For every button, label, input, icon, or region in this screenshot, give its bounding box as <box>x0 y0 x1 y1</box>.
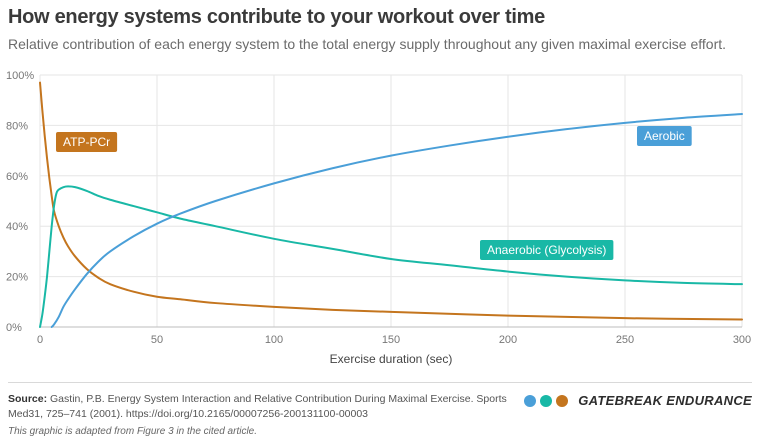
source-label: Source: <box>8 393 48 405</box>
chart-annotations: ATP-PCr Aerobic Anaerobic (Glycolysis) <box>56 126 692 260</box>
label-text-atp-pcr: ATP-PCr <box>63 135 110 149</box>
source-citation: Source: Gastin, P.B. Energy System Inter… <box>8 392 508 422</box>
x-tick-label: 150 <box>382 334 400 346</box>
brand-dot-blue <box>524 394 537 407</box>
energy-systems-chart: 0 50 100 150 200 250 300 0% 20% 40% 60% 80% 100% Exer… <box>6 70 751 366</box>
y-tick-label: 60% <box>6 171 28 183</box>
chart-subtitle: Relative contribution of each energy sys… <box>8 36 727 52</box>
x-tick-label: 50 <box>151 334 163 346</box>
brand-dot-orange <box>556 394 569 407</box>
chart-series <box>39 81 743 328</box>
series-line-atp-pcr <box>39 81 743 321</box>
label-box-anaerobic-glycolysis <box>480 240 614 260</box>
label-atp-pcr: ATP-PCr <box>56 132 118 152</box>
y-tick-label: 20% <box>6 272 28 284</box>
y-tick-label: 80% <box>6 120 28 132</box>
x-tick-label: 250 <box>616 334 634 346</box>
x-tick-label: 0 <box>37 334 43 346</box>
label-text-anaerobic-glycolysis: Anaerobic (Glycolysis) <box>487 243 606 257</box>
x-axis-title: Exercise duration (sec) <box>330 352 453 366</box>
brand-name: GATEBREAK ENDURANCE <box>578 393 752 408</box>
y-tick-label: 40% <box>6 221 28 233</box>
chart-grid <box>39 74 743 328</box>
footer-divider <box>8 382 752 383</box>
series-line-anaerobic-glycolysis <box>39 185 743 328</box>
label-text-aerobic: Aerobic <box>644 129 685 143</box>
source-text: Gastin, P.B. Energy System Interaction a… <box>8 393 507 420</box>
label-box-atp-pcr <box>56 132 118 152</box>
x-tick-label: 100 <box>265 334 283 346</box>
y-tick-label: 0% <box>6 322 22 334</box>
chart-axes: 0 50 100 150 200 250 300 0% 20% 40% 60% 80% 100% Exer… <box>6 70 751 366</box>
series-line-aerobic <box>50 113 743 328</box>
label-anaerobic-glycolysis: Anaerobic (Glycolysis) <box>480 240 614 260</box>
label-aerobic: Aerobic <box>637 126 692 146</box>
adaptation-note: This graphic is adapted from Figure 3 in… <box>8 426 258 437</box>
brand-dot-teal <box>540 394 553 407</box>
brand-logo: GATEBREAK ENDURANCE <box>524 393 752 408</box>
y-tick-label: 100% <box>6 70 34 82</box>
x-tick-label: 200 <box>499 334 517 346</box>
chart-title: How energy systems contribute to your wo… <box>8 6 545 28</box>
label-box-aerobic <box>637 126 692 146</box>
x-tick-label: 300 <box>733 334 751 346</box>
